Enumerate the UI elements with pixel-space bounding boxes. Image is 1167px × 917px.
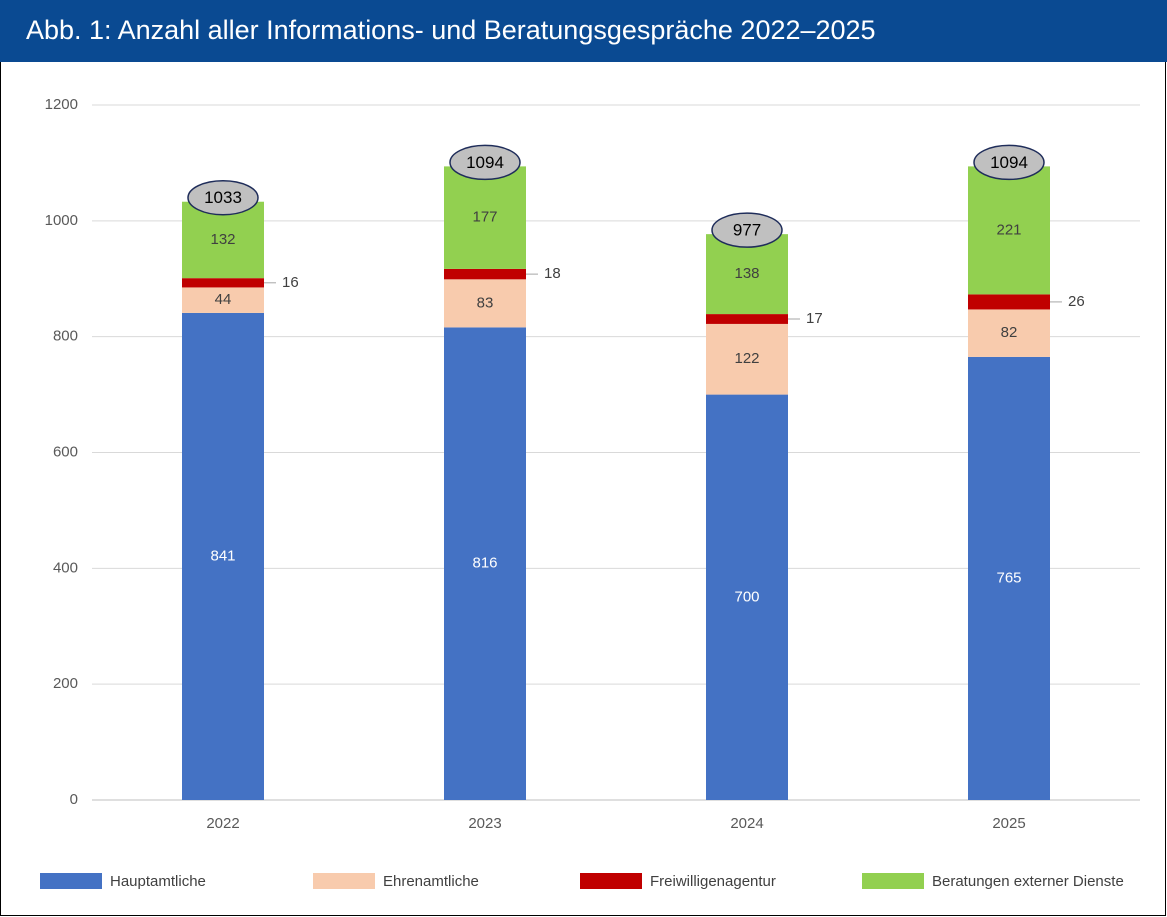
bar-segment	[182, 287, 264, 313]
y-tick-label: 200	[53, 675, 78, 692]
data-label: 138	[734, 265, 759, 282]
y-tick-label: 800	[53, 328, 78, 345]
data-label: 83	[477, 294, 494, 311]
y-tick-label: 600	[53, 443, 78, 460]
total-label: 977	[733, 221, 761, 240]
data-label: 700	[734, 588, 759, 605]
header-bar	[0, 0, 1167, 62]
x-tick-label: 2023	[468, 815, 501, 832]
bar-segment	[968, 356, 1050, 800]
data-label: 765	[996, 569, 1021, 586]
bar-segment	[706, 323, 788, 395]
bar-segment	[968, 309, 1050, 357]
y-tick-label: 1200	[45, 96, 78, 113]
total-label: 1094	[466, 153, 504, 172]
bar-segment	[444, 268, 526, 280]
y-tick-label: 400	[53, 559, 78, 576]
total-label: 1094	[990, 153, 1028, 172]
chart-title: Abb. 1: Anzahl aller Informations- und B…	[26, 15, 876, 45]
y-tick-label: 0	[70, 791, 78, 808]
y-tick-label: 1000	[45, 212, 78, 229]
data-label: 16	[282, 274, 299, 291]
total-label: 1033	[204, 188, 242, 207]
bar-segment	[444, 279, 526, 328]
bar-segment	[444, 327, 526, 800]
data-label: 221	[996, 221, 1021, 238]
data-label: 816	[472, 555, 497, 572]
data-label: 44	[215, 291, 232, 308]
total-bubble	[187, 179, 259, 216]
legend-swatch	[580, 873, 642, 889]
bar-segment	[182, 278, 264, 288]
data-label: 18	[544, 265, 561, 282]
legend-label: Beratungen externer Dienste	[932, 873, 1124, 890]
x-tick-label: 2024	[730, 815, 763, 832]
legend-swatch	[40, 873, 102, 889]
data-label: 132	[210, 231, 235, 248]
total-bubble	[711, 212, 783, 248]
total-bubble	[973, 144, 1045, 181]
bar-segment	[444, 166, 526, 269]
total-bubble	[449, 144, 521, 181]
legend-swatch	[313, 873, 375, 889]
x-tick-label: 2025	[992, 815, 1025, 832]
legend-label: Hauptamtliche	[110, 873, 206, 890]
bar-segment	[968, 166, 1050, 295]
bar-segment	[182, 312, 264, 800]
bar-segment	[706, 394, 788, 800]
data-label: 841	[210, 547, 235, 564]
data-label: 122	[734, 350, 759, 367]
legend-swatch	[862, 873, 924, 889]
data-label: 82	[1001, 324, 1018, 341]
data-label: 26	[1068, 293, 1085, 310]
legend-label: Ehrenamtliche	[383, 873, 479, 890]
legend-label: Freiwilligenagentur	[650, 873, 776, 890]
x-tick-label: 2022	[206, 815, 239, 832]
data-label: 177	[472, 209, 497, 226]
data-label: 17	[806, 310, 823, 327]
bar-segment	[968, 294, 1050, 310]
bar-segment	[706, 314, 788, 324]
